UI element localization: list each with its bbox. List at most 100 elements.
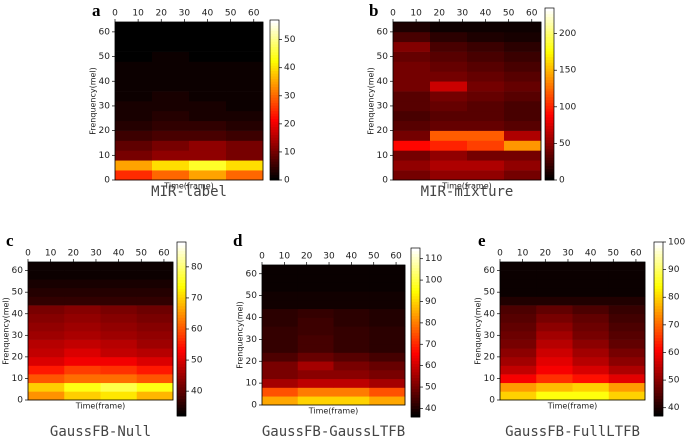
heat-cell <box>100 322 138 332</box>
colorbar-step <box>270 145 279 149</box>
colorbar-step <box>545 114 554 118</box>
colorbar-step <box>654 343 663 347</box>
heat-cell <box>152 41 190 52</box>
colorbar-step <box>411 321 420 325</box>
heat-cell <box>64 270 101 280</box>
colorbar-step <box>270 124 279 128</box>
heat-cell <box>572 313 610 323</box>
heat-cell <box>504 170 542 181</box>
colorbar-step <box>177 366 186 370</box>
heat-cell <box>572 305 610 315</box>
heat-cell <box>333 265 370 275</box>
colorbar-step <box>177 346 186 350</box>
heat-cell <box>100 356 138 366</box>
heat-cell <box>572 322 610 332</box>
heat-cell <box>100 391 138 401</box>
heat-cell <box>100 262 138 271</box>
heat-cell <box>226 71 264 82</box>
colorbar-frame <box>653 241 664 417</box>
colorbar-step <box>545 119 554 124</box>
heat-cell <box>504 140 542 151</box>
colorbar-step <box>545 134 554 138</box>
colorbar-step <box>411 346 420 350</box>
colorbar-step <box>411 270 420 274</box>
colorbar-step <box>177 343 186 347</box>
heat-cell <box>430 41 468 52</box>
heat-cell <box>262 396 299 406</box>
y-axis-label: Frenquency(mel) <box>474 297 483 365</box>
colorbar-tick-label: 200 <box>559 29 576 39</box>
colorbar-step <box>411 273 420 277</box>
colorbar-step <box>270 100 279 104</box>
x-tick-label: 30 <box>179 9 191 19</box>
x-tick-label: 20 <box>68 249 80 259</box>
heat-cell <box>393 130 431 141</box>
heat-cell <box>226 81 264 92</box>
y-tick-label: 50 <box>99 52 111 62</box>
heat-cell <box>226 61 264 72</box>
heat-cell <box>504 51 542 62</box>
heat-cell <box>189 22 227 33</box>
heat-cell <box>28 287 65 297</box>
heat-cell <box>297 265 334 275</box>
heat-cell <box>572 374 610 384</box>
heat-cell <box>297 308 334 318</box>
x-tick-label: 40 <box>585 249 597 259</box>
heat-cell <box>369 291 406 301</box>
x-axis-label: Time(frame) <box>163 182 214 191</box>
heat-cell <box>572 287 610 297</box>
heat-cell <box>262 370 299 380</box>
y-tick-label: 20 <box>246 357 258 367</box>
heat-cell <box>28 296 65 306</box>
heat-cell <box>536 331 573 340</box>
colorbar-step <box>270 30 279 34</box>
heat-cell <box>393 81 431 92</box>
heat-cell <box>115 130 153 141</box>
heat-cell <box>64 262 101 271</box>
plot-frame <box>499 261 646 401</box>
colorbar-step <box>177 401 186 405</box>
heat-cell <box>262 282 299 292</box>
colorbar-step <box>411 371 420 376</box>
colorbar-step <box>545 36 554 40</box>
heat-cell <box>226 130 264 141</box>
colorbar-step <box>270 105 279 109</box>
heat-cell <box>189 101 227 112</box>
heat-cell <box>262 291 299 301</box>
heat-cell <box>608 331 646 340</box>
heat-cell <box>333 308 370 318</box>
colorbar-step <box>411 388 420 393</box>
colorbar-step <box>411 276 420 280</box>
colorbar-step <box>411 318 420 322</box>
heat-cell <box>297 396 334 406</box>
heat-cell <box>369 343 406 353</box>
colorbar-step <box>545 171 554 175</box>
x-tick-label: 40 <box>480 9 492 19</box>
heat-cell <box>226 120 264 131</box>
x-tick-label: 0 <box>112 9 118 19</box>
heat-cell <box>189 31 227 43</box>
x-tick-label: 40 <box>346 252 358 262</box>
y-tick-label: 0 <box>17 396 23 406</box>
heat-cell <box>393 170 431 181</box>
colorbar-step <box>177 242 186 246</box>
x-tick-label: 0 <box>497 249 503 259</box>
heat-cell <box>333 317 370 327</box>
colorbar-step <box>177 389 186 394</box>
heat-cell <box>536 287 573 297</box>
colorbar-step <box>270 150 279 154</box>
colorbar-step <box>411 298 420 302</box>
colorbar-step <box>654 381 663 385</box>
heat-cell <box>297 352 334 362</box>
colorbar-step <box>654 337 663 341</box>
heat-cell <box>136 339 174 349</box>
colorbar-step <box>177 268 186 272</box>
plot-frame <box>114 21 264 181</box>
y-axis-label: Frenquency(mel) <box>236 301 245 369</box>
heat-cell <box>504 91 542 102</box>
heat-cell <box>28 331 65 340</box>
y-tick-label: 40 <box>246 313 258 323</box>
heat-cell <box>136 322 174 332</box>
y-tick-label: 20 <box>12 352 24 362</box>
heat-cell <box>115 110 153 122</box>
